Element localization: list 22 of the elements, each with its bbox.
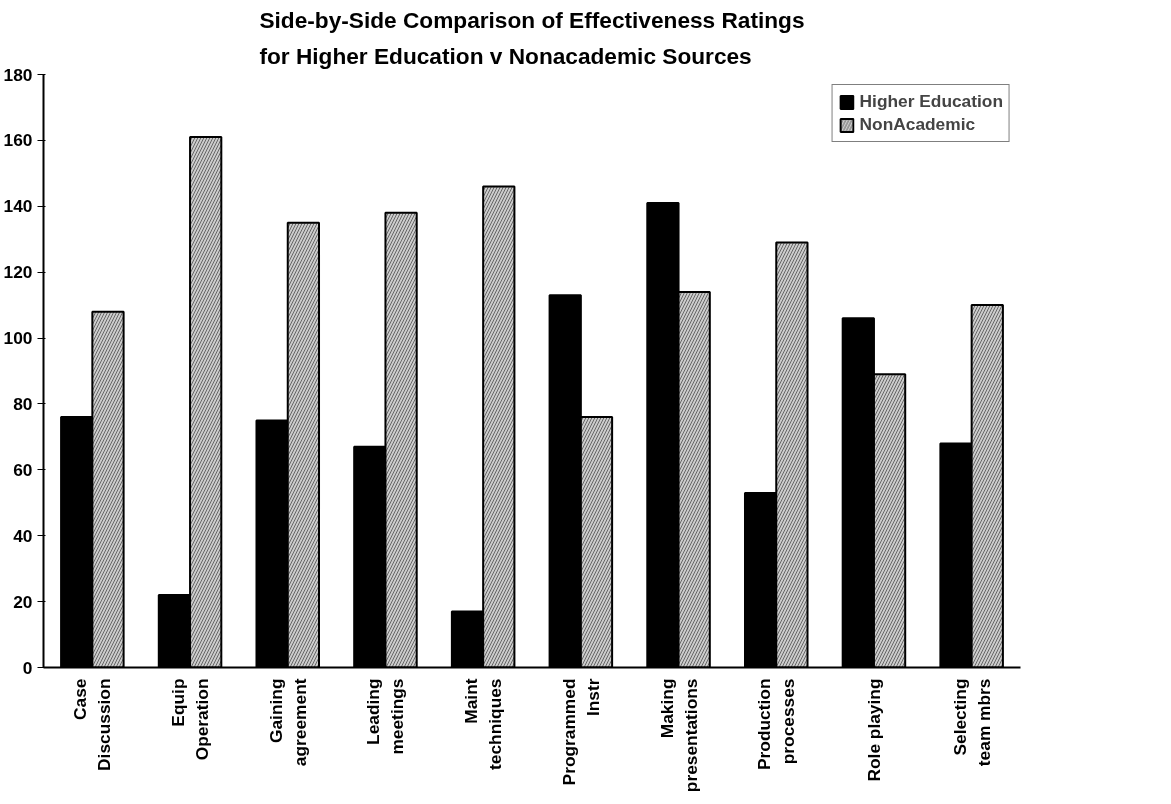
chart-title: Side-by-Side Comparison of Effectiveness Ratings for Higher Education v Nonacademic Sources <box>259 7 805 70</box>
x-tick-label: Selecting team mbrs <box>949 678 994 767</box>
x-tick-label: Leading meetings <box>363 678 408 755</box>
x-tick-label: Making presentations <box>656 678 701 793</box>
legend-label: NonAcademic <box>859 114 976 135</box>
y-tick-label: 80 <box>13 393 33 414</box>
x-tick-label: Programmed Instr <box>558 678 603 786</box>
y-tick-label: 100 <box>3 328 33 349</box>
y-tick-label: 140 <box>3 196 33 217</box>
y-tick-label: 120 <box>3 262 33 283</box>
x-tick-label: Production processes <box>754 678 799 770</box>
x-tick-label: Case Discussion <box>70 678 115 771</box>
y-tick-label: 160 <box>3 130 33 151</box>
y-tick-label: 20 <box>13 591 33 612</box>
legend-label: Higher Education <box>859 91 1003 112</box>
x-tick-label: Gaining agreement <box>265 678 310 767</box>
y-tick-label: 0 <box>22 657 33 678</box>
x-tick-label: Role playing <box>863 678 884 782</box>
x-tick-label: Equip Operation <box>168 678 213 761</box>
y-tick-label: 40 <box>13 525 33 546</box>
y-tick-label: 60 <box>13 459 33 480</box>
y-tick-label: 180 <box>3 64 33 85</box>
